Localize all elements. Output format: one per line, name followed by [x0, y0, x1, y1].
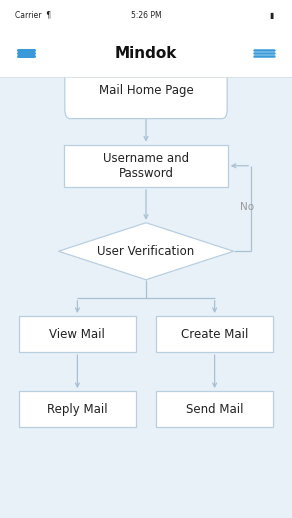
Polygon shape — [58, 223, 234, 280]
Bar — [19, 391, 136, 427]
FancyBboxPatch shape — [0, 0, 292, 77]
Bar — [156, 316, 273, 352]
Text: Send Mail: Send Mail — [186, 402, 243, 416]
Text: Create Mail: Create Mail — [181, 327, 248, 341]
Text: View Mail: View Mail — [49, 327, 105, 341]
Text: ▮: ▮ — [270, 10, 274, 20]
Bar — [19, 316, 136, 352]
Text: Mindok: Mindok — [115, 46, 177, 61]
Text: Mail Home Page: Mail Home Page — [99, 84, 193, 97]
FancyBboxPatch shape — [65, 63, 227, 119]
Text: Reply Mail: Reply Mail — [47, 402, 108, 416]
Text: Username and
Password: Username and Password — [103, 152, 189, 180]
Bar — [156, 391, 273, 427]
Text: User Verification: User Verification — [97, 244, 195, 258]
Text: Carrier  ¶: Carrier ¶ — [15, 10, 51, 20]
Text: No: No — [240, 202, 254, 212]
Bar — [64, 145, 228, 187]
Text: 5:26 PM: 5:26 PM — [131, 10, 161, 20]
